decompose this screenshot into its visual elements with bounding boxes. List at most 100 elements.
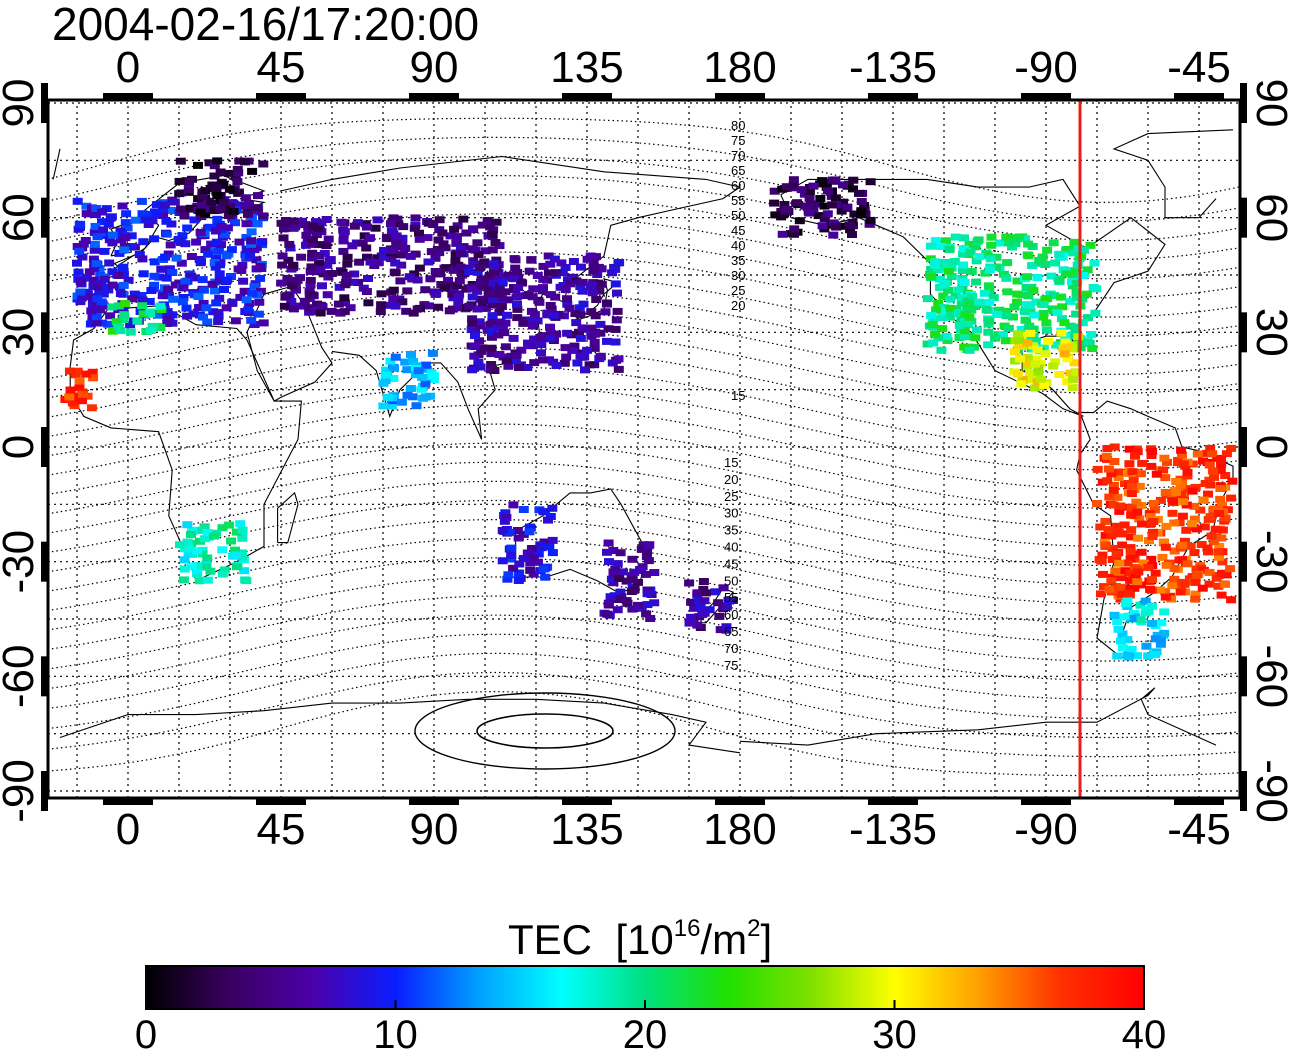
tec-cell (227, 199, 238, 207)
tec-cell (642, 601, 653, 609)
tec-cell (95, 306, 106, 314)
tec-cell (1160, 489, 1171, 496)
tec-cell (686, 619, 697, 627)
tec-cell (202, 318, 213, 326)
tec-cell (227, 298, 238, 306)
tec-cell (395, 277, 406, 285)
tec-cell (107, 281, 118, 289)
tec-cell (1096, 590, 1106, 598)
magnetic-latitude-contour (48, 690, 1240, 777)
coastline (1076, 400, 1234, 658)
tec-cell (468, 225, 479, 233)
tec-cell (551, 362, 562, 369)
tec-cell (451, 233, 462, 241)
tec-cell (231, 551, 242, 559)
tec-cell (215, 205, 226, 213)
tec-cell (82, 288, 93, 296)
tec-cell (571, 319, 582, 327)
tec-cell (467, 285, 478, 293)
tec-cell (84, 268, 95, 276)
tec-cell (197, 276, 208, 284)
tec-cell (1125, 555, 1136, 563)
tec-cell (1097, 551, 1108, 559)
tec-cell (361, 244, 372, 252)
tec-cell (1073, 245, 1084, 253)
tec-cell (826, 201, 837, 209)
tec-cell (1198, 566, 1209, 574)
tec-cell (1133, 534, 1144, 542)
lon-label-bottom: 180 (703, 805, 776, 854)
tec-cell (522, 549, 533, 557)
tec-cell (585, 283, 596, 291)
tec-cell (314, 252, 325, 260)
tec-cell (580, 366, 590, 374)
tec-cell (1197, 584, 1208, 592)
tec-cell (209, 259, 220, 267)
tec-cell (1196, 541, 1207, 548)
tec-cell (380, 371, 391, 379)
tec-cell (953, 286, 964, 294)
tec-cell (1177, 451, 1187, 459)
tec-cell (501, 514, 512, 521)
tec-cell (614, 575, 625, 582)
tec-cell (182, 521, 193, 529)
tec-cell (81, 370, 92, 378)
tec-cell (602, 337, 612, 345)
tec-cell (1060, 338, 1071, 346)
tec-cell (930, 258, 941, 266)
tec-cell (1106, 532, 1117, 540)
lon-tick-bottom (562, 798, 612, 805)
tec-cell (148, 323, 159, 331)
tec-cell (365, 258, 376, 266)
tec-cell (533, 550, 544, 558)
tec-cell (1226, 444, 1237, 452)
tec-cell (1189, 515, 1200, 523)
tec-cell (838, 181, 848, 189)
tec-cell (518, 506, 529, 513)
tec-cell (203, 250, 214, 258)
tec-cell (528, 285, 539, 293)
tec-cell (1126, 526, 1137, 534)
tec-cell (1190, 578, 1201, 586)
tec-cell (1207, 467, 1218, 475)
tec-cell (146, 287, 157, 294)
tec-cell (523, 339, 533, 347)
coastline (52, 129, 1234, 219)
tec-cell (94, 265, 105, 273)
tec-cell (77, 397, 87, 405)
tec-cell (577, 287, 588, 295)
tec-cell (75, 278, 86, 286)
tec-cell (607, 269, 618, 277)
lon-tick-bottom (1021, 798, 1071, 805)
tec-cell (508, 334, 519, 342)
tec-cell (402, 391, 413, 399)
tec-cell (492, 324, 503, 332)
tec-cell (1014, 336, 1025, 344)
tec-cell (1148, 499, 1159, 507)
tec-cell (144, 298, 155, 305)
tec-cell (91, 260, 102, 268)
tec-cell (959, 279, 970, 286)
tec-cell (813, 212, 824, 220)
tec-cell (1203, 490, 1213, 498)
tec-cell (428, 372, 439, 380)
tec-cell (226, 273, 236, 280)
tec-cell (1050, 358, 1061, 366)
tec-cell (1209, 473, 1220, 481)
tec-cell (137, 210, 148, 218)
tec-cell (1101, 452, 1112, 460)
tec-cell (1151, 470, 1162, 478)
tec-cell (416, 385, 427, 393)
tec-cell (464, 268, 475, 276)
tec-cell (1177, 541, 1188, 549)
lat-label-right: 60 (1247, 193, 1292, 242)
tec-cell (804, 194, 815, 202)
tec-cell (391, 232, 402, 240)
tec-cell (277, 252, 288, 260)
tec-cell (110, 327, 121, 334)
tec-cell (149, 281, 160, 289)
tec-cell (1203, 548, 1213, 556)
tec-cell (456, 250, 467, 257)
tec-cell (1190, 595, 1201, 603)
tec-cell (938, 292, 949, 300)
